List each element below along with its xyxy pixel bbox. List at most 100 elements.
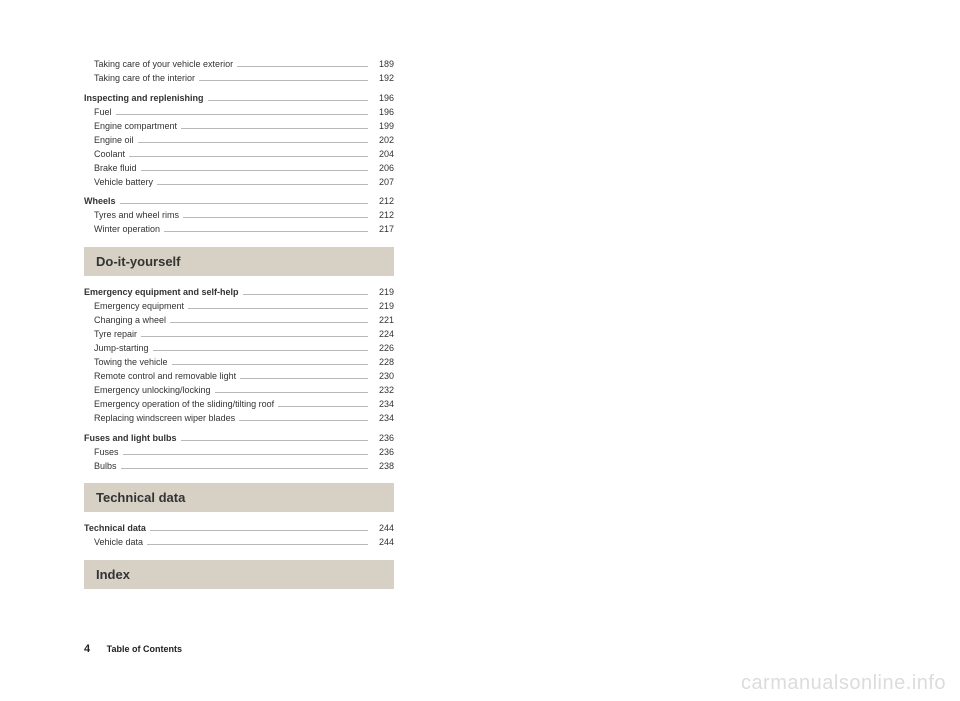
toc-entry: Brake fluid 206	[84, 162, 394, 176]
toc-entry-label: Remote control and removable light	[84, 370, 236, 384]
toc-entry-page: 217	[372, 223, 394, 237]
toc-entry: Fuses236	[84, 446, 394, 460]
toc-entry-page: 212	[372, 195, 394, 209]
toc-entry: Tyre repair 224	[84, 328, 394, 342]
toc-entry-page: 199	[372, 120, 394, 134]
toc-leader-line	[181, 128, 368, 129]
toc-entry-page: 219	[372, 300, 394, 314]
toc-leader-line	[120, 203, 368, 204]
toc-entry: Engine oil 202	[84, 134, 394, 148]
toc-entry-label: Emergency equipment and self-help	[84, 286, 239, 300]
toc-entry: Tyres and wheel rims 212	[84, 209, 394, 223]
footer-label: Table of Contents	[107, 644, 182, 654]
toc-leader-line	[215, 392, 368, 393]
toc-entry-label: Fuses and light bulbs	[84, 432, 177, 446]
watermark: carmanualsonline.info	[741, 672, 946, 695]
toc-entry-label: Inspecting and replenishing	[84, 92, 204, 106]
toc-entry-page: 206	[372, 162, 394, 176]
toc-entry-label: Vehicle data	[84, 536, 143, 550]
toc-leader-line	[188, 308, 368, 309]
toc-entry-page: 234	[372, 398, 394, 412]
toc-entry-page: 196	[372, 106, 394, 120]
toc-entry-page: 207	[372, 176, 394, 190]
toc-entry-label: Vehicle battery	[84, 176, 153, 190]
toc-entry-label: Replacing windscreen wiper blades	[84, 412, 235, 426]
toc-entry: Winter operation 217	[84, 223, 394, 237]
toc-entry-page: 244	[372, 536, 394, 550]
toc-entry: Fuel 196	[84, 106, 394, 120]
page: Taking care of your vehicle exterior189T…	[0, 0, 960, 701]
toc-entry-label: Wheels	[84, 195, 116, 209]
toc-entry: Taking care of the interior 192	[84, 72, 394, 86]
toc-entry-page: 189	[372, 58, 394, 72]
toc-leader-line	[199, 80, 368, 81]
toc-entry-label: Taking care of the interior	[84, 72, 195, 86]
toc-entry: Wheels 212	[84, 195, 394, 209]
toc-entry-label: Fuel	[84, 106, 112, 120]
toc-entry-page: 226	[372, 342, 394, 356]
toc-entry: Jump-starting 226	[84, 342, 394, 356]
toc-entry-page: 234	[372, 412, 394, 426]
toc-entry-label: Emergency equipment	[84, 300, 184, 314]
toc-entry-page: 204	[372, 148, 394, 162]
toc-entry-label: Technical data	[84, 522, 146, 536]
toc-leader-line	[278, 406, 368, 407]
toc-entry: Coolant 204	[84, 148, 394, 162]
footer: 4 Table of Contents	[84, 643, 182, 655]
toc-entry: Emergency operation of the sliding/tilti…	[84, 398, 394, 412]
toc-entry: Emergency equipment and self-help219	[84, 286, 394, 300]
toc-entry-page: 192	[372, 72, 394, 86]
toc-entry: Inspecting and replenishing196	[84, 92, 394, 106]
toc-entry: Bulbs 238	[84, 460, 394, 474]
toc-leader-line	[123, 454, 368, 455]
toc-entry-label: Brake fluid	[84, 162, 137, 176]
toc-entry-label: Tyre repair	[84, 328, 137, 342]
toc-entry: Engine compartment 199	[84, 120, 394, 134]
toc-entry-label: Engine oil	[84, 134, 134, 148]
toc-entry-page: 244	[372, 522, 394, 536]
toc-entry-label: Winter operation	[84, 223, 160, 237]
toc-entry-page: 212	[372, 209, 394, 223]
toc-entry-page: 224	[372, 328, 394, 342]
toc-entry-page: 236	[372, 432, 394, 446]
toc-entry: Vehicle battery 207	[84, 176, 394, 190]
toc-entry: Changing a wheel221	[84, 314, 394, 328]
toc-entry-label: Coolant	[84, 148, 125, 162]
toc-entry-page: 238	[372, 460, 394, 474]
toc-entry-label: Jump-starting	[84, 342, 149, 356]
toc-entry: Taking care of your vehicle exterior 189	[84, 58, 394, 72]
toc-entry: Replacing windscreen wiper blades 234	[84, 412, 394, 426]
toc-entry-label: Bulbs	[84, 460, 117, 474]
toc-leader-line	[208, 100, 368, 101]
toc-leader-line	[240, 378, 368, 379]
toc-entry-label: Tyres and wheel rims	[84, 209, 179, 223]
toc-entry-label: Fuses	[84, 446, 119, 460]
section-heading: Technical data	[84, 483, 394, 512]
toc-leader-line	[183, 217, 368, 218]
toc-leader-line	[164, 231, 368, 232]
toc-entry: Vehicle data 244	[84, 536, 394, 550]
toc-column: Taking care of your vehicle exterior189T…	[84, 58, 394, 589]
toc-leader-line	[170, 322, 368, 323]
toc-leader-line	[141, 336, 368, 337]
toc-entry-page: 202	[372, 134, 394, 148]
toc-entry-label: Towing the vehicle	[84, 356, 168, 370]
toc-entry: Fuses and light bulbs 236	[84, 432, 394, 446]
toc-entry: Emergency equipment 219	[84, 300, 394, 314]
toc-leader-line	[141, 170, 368, 171]
toc-entry-label: Engine compartment	[84, 120, 177, 134]
toc-leader-line	[121, 468, 368, 469]
toc-leader-line	[181, 440, 368, 441]
toc-entry-page: 232	[372, 384, 394, 398]
toc-entry: Remote control and removable light230	[84, 370, 394, 384]
toc-entry-label: Changing a wheel	[84, 314, 166, 328]
toc-leader-line	[138, 142, 368, 143]
toc-leader-line	[116, 114, 368, 115]
toc-entry-page: 228	[372, 356, 394, 370]
toc-leader-line	[147, 544, 368, 545]
toc-entry-label: Emergency operation of the sliding/tilti…	[84, 398, 274, 412]
section-heading: Do-it-yourself	[84, 247, 394, 276]
toc-entry: Technical data 244	[84, 522, 394, 536]
toc-entry-label: Taking care of your vehicle exterior	[84, 58, 233, 72]
toc-entry: Emergency unlocking/locking232	[84, 384, 394, 398]
